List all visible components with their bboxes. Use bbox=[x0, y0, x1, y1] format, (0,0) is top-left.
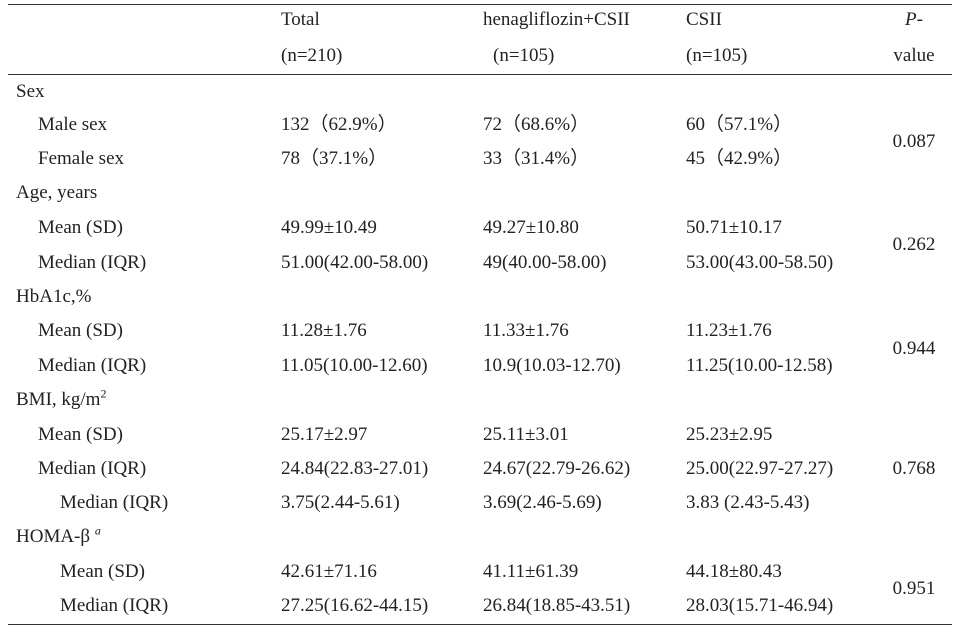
row-hba1c-label: HbA1c,% bbox=[16, 286, 92, 307]
row-homa-p: 0.951 bbox=[892, 578, 936, 599]
row-bmi-p: 0.768 bbox=[892, 458, 936, 479]
homa-label-text: HOMA-β bbox=[16, 526, 95, 547]
header-p-value: value bbox=[893, 45, 935, 66]
row-bmi-median-csii: 25.00(22.97-27.27) bbox=[686, 458, 834, 479]
header-total: Total bbox=[281, 9, 320, 30]
row-homa-mean-csii: 44.18±80.43 bbox=[686, 561, 782, 582]
row-hba1c-median-label: Median (IQR) bbox=[38, 355, 147, 376]
header-total-n: (n=210) bbox=[281, 45, 343, 66]
row-hba1c-median-csii: 11.25(10.00-12.58) bbox=[686, 355, 833, 376]
bmi-label-superscript: 2 bbox=[100, 386, 107, 401]
row-age-median-label: Median (IQR) bbox=[38, 252, 147, 273]
bmi-label-text: BMI, kg/m bbox=[16, 389, 101, 410]
row-hba1c-mean-csii: 11.23±1.76 bbox=[686, 320, 772, 341]
row-bmi-median-label: Median (IQR) bbox=[38, 458, 147, 479]
row-bmi-mean-csii: 25.23±2.95 bbox=[686, 424, 773, 445]
row-hba1c-p: 0.944 bbox=[892, 338, 936, 359]
header-rule bbox=[8, 74, 952, 75]
row-bmi-median-total: 24.84(22.83-27.01) bbox=[281, 458, 429, 479]
row-age-median-total: 51.00(42.00-58.00) bbox=[281, 252, 429, 273]
row-female-label: Female sex bbox=[38, 148, 125, 169]
row-age-label: Age, years bbox=[16, 182, 98, 203]
row-age-mean-csii: 50.71±10.17 bbox=[686, 217, 782, 238]
row-female-total: 78（37.1%） bbox=[281, 148, 388, 169]
row-hba1c-median-heno: 10.9(10.03-12.70) bbox=[483, 355, 621, 376]
row-age-mean-heno: 49.27±10.80 bbox=[483, 217, 579, 238]
row-age-median-heno: 49(40.00-58.00) bbox=[483, 252, 607, 273]
homa-label-superscript: a bbox=[94, 523, 101, 538]
row-male-heno: 72（68.6%） bbox=[483, 114, 590, 135]
row-homa-mean-heno: 41.11±61.39 bbox=[483, 561, 579, 582]
top-rule bbox=[8, 4, 952, 5]
row-bmi-median2-label: Median (IQR) bbox=[60, 492, 169, 513]
row-hba1c-mean-total: 11.28±1.76 bbox=[281, 320, 367, 341]
row-homa-median-total: 27.25(16.62-44.15) bbox=[281, 595, 429, 616]
row-bmi-median2-total: 3.75(2.44-5.61) bbox=[281, 492, 400, 513]
header-henagliflozin: henagliflozin+CSII bbox=[483, 9, 630, 30]
row-hba1c-mean-heno: 11.33±1.76 bbox=[483, 320, 569, 341]
row-hba1c-median-total: 11.05(10.00-12.60) bbox=[281, 355, 428, 376]
row-female-heno: 33（31.4%） bbox=[483, 148, 590, 169]
row-bmi-median-heno: 24.67(22.79-26.62) bbox=[483, 458, 631, 479]
row-bmi-mean-label: Mean (SD) bbox=[38, 424, 123, 445]
header-p: P- bbox=[905, 9, 923, 30]
row-age-p: 0.262 bbox=[892, 234, 936, 255]
row-hba1c-mean-label: Mean (SD) bbox=[38, 320, 123, 341]
row-age-median-csii: 53.00(43.00-58.50) bbox=[686, 252, 834, 273]
row-homa-median-heno: 26.84(18.85-43.51) bbox=[483, 595, 631, 616]
row-homa-mean-total: 42.61±71.16 bbox=[281, 561, 377, 582]
row-bmi-median2-csii: 3.83 (2.43-5.43) bbox=[686, 492, 810, 513]
row-bmi-mean-total: 25.17±2.97 bbox=[281, 424, 368, 445]
row-homa-median-label: Median (IQR) bbox=[60, 595, 169, 616]
header-csii-n: (n=105) bbox=[686, 45, 748, 66]
bottom-rule bbox=[8, 624, 952, 625]
row-female-csii: 45（42.9%） bbox=[686, 148, 793, 169]
header-csii: CSII bbox=[686, 9, 722, 30]
row-male-total: 132（62.9%） bbox=[281, 114, 397, 135]
row-bmi-label: BMI, kg/m2 bbox=[16, 386, 107, 411]
header-henagliflozin-n: (n=105) bbox=[493, 45, 555, 66]
row-homa-median-csii: 28.03(15.71-46.94) bbox=[686, 595, 834, 616]
row-male-csii: 60（57.1%） bbox=[686, 114, 793, 135]
row-age-mean-label: Mean (SD) bbox=[38, 217, 123, 238]
row-bmi-median2-heno: 3.69(2.46-5.69) bbox=[483, 492, 602, 513]
row-sex-p: 0.087 bbox=[892, 131, 936, 152]
row-homa-label: HOMA-β a bbox=[16, 523, 101, 548]
row-age-mean-total: 49.99±10.49 bbox=[281, 217, 377, 238]
row-bmi-mean-heno: 25.11±3.01 bbox=[483, 424, 569, 445]
row-homa-mean-label: Mean (SD) bbox=[60, 561, 145, 582]
row-male-label: Male sex bbox=[38, 114, 108, 135]
row-sex-label: Sex bbox=[16, 81, 45, 102]
